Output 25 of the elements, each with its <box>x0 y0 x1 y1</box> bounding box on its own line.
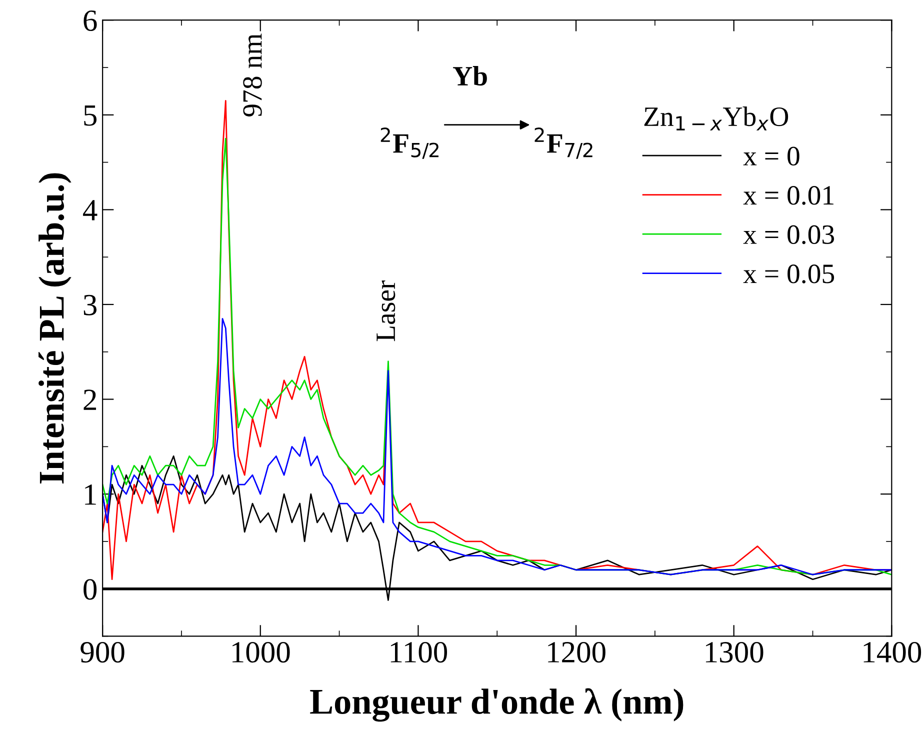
y-tick-label: 5 <box>84 105 97 126</box>
legend-label: x = 0.03 <box>743 225 834 244</box>
y-tick-label: 3 <box>84 294 97 316</box>
x-axis-title: Longueur d'onde λ (nm) <box>310 688 684 722</box>
x-tick-label: 1100 <box>390 642 448 663</box>
y-tick-label: 1 <box>85 484 96 505</box>
legend-label: x = 0.05 <box>743 264 834 284</box>
legend-title: Zn$_{1−x}$Yb$_{x}$O <box>644 106 788 130</box>
legend-label: x = 0 <box>743 146 800 166</box>
annotation: Yb <box>453 66 487 86</box>
annotation: $^{2}$F$_{5/2}$ <box>380 128 438 159</box>
x-tick-label: 900 <box>80 642 124 663</box>
y-axis-title: Intensité PL (arb.u.) <box>38 173 72 484</box>
annotation: $^{2}$F$_{7/2}$ <box>534 128 592 159</box>
y-tick-label: 0 <box>84 579 97 600</box>
x-tick-label: 1000 <box>232 642 290 663</box>
y-tick-label: 4 <box>83 200 98 220</box>
annotation: Laser <box>376 280 396 342</box>
y-tick-label: 6 <box>84 10 97 32</box>
x-tick-label: 1400 <box>864 642 922 663</box>
y-tick-label: 2 <box>84 390 96 410</box>
annotation: 978 nm <box>243 34 262 116</box>
x-tick-label: 1200 <box>548 642 606 663</box>
legend-label: x = 0.01 <box>743 186 834 205</box>
x-tick-label: 1300 <box>706 642 764 663</box>
